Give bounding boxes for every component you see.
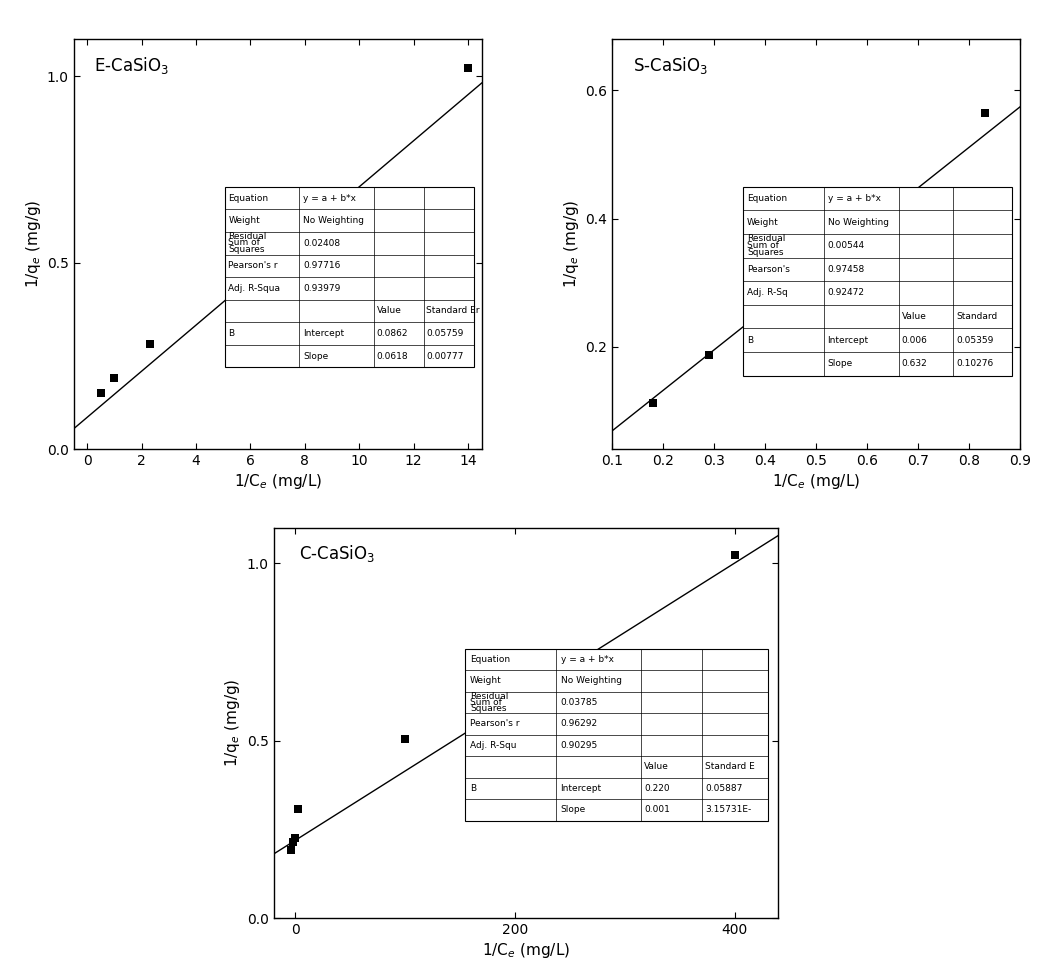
- X-axis label: 1/C$_e$ (mg/L): 1/C$_e$ (mg/L): [772, 473, 861, 491]
- Bar: [465, 649, 768, 821]
- Text: Pearson's r: Pearson's r: [470, 719, 520, 729]
- Text: Sum of: Sum of: [228, 238, 260, 247]
- Point: [397, 731, 413, 746]
- Text: Adj. R-Squa: Adj. R-Squa: [228, 284, 281, 293]
- Text: 0.96292: 0.96292: [561, 719, 598, 729]
- Text: B: B: [228, 329, 235, 338]
- Text: C-CaSiO$_3$: C-CaSiO$_3$: [299, 543, 376, 564]
- Point: [93, 385, 109, 401]
- Y-axis label: 1/q$_e$ (mg/g): 1/q$_e$ (mg/g): [223, 679, 243, 767]
- Text: Value: Value: [377, 307, 402, 316]
- Text: 0.10276: 0.10276: [956, 360, 993, 368]
- Text: Equation: Equation: [228, 193, 268, 202]
- Text: Standard E: Standard E: [705, 762, 754, 772]
- Text: 0.006: 0.006: [902, 336, 928, 345]
- X-axis label: 1/C$_e$ (mg/L): 1/C$_e$ (mg/L): [482, 942, 570, 960]
- Text: Weight: Weight: [747, 218, 778, 227]
- Point: [324, 254, 341, 270]
- Text: 0.05887: 0.05887: [705, 784, 743, 793]
- Bar: [225, 187, 473, 367]
- Text: 0.05759: 0.05759: [426, 329, 464, 338]
- Text: y = a + b*x: y = a + b*x: [561, 655, 613, 664]
- Text: Weight: Weight: [470, 676, 502, 686]
- Text: Squares: Squares: [470, 703, 506, 713]
- Text: Pearson's: Pearson's: [747, 265, 790, 274]
- Text: Residual: Residual: [470, 692, 508, 701]
- Text: Slope: Slope: [561, 805, 586, 815]
- Point: [287, 830, 304, 846]
- Point: [701, 347, 717, 362]
- Text: 0.03785: 0.03785: [561, 698, 598, 707]
- Text: Squares: Squares: [747, 248, 784, 257]
- Text: Slope: Slope: [303, 352, 328, 361]
- Text: 0.02408: 0.02408: [303, 238, 340, 248]
- Point: [106, 370, 123, 386]
- Text: Residual: Residual: [228, 232, 267, 241]
- Text: Intercept: Intercept: [561, 784, 602, 793]
- Text: y = a + b*x: y = a + b*x: [303, 193, 356, 202]
- Text: 0.97458: 0.97458: [828, 265, 865, 274]
- Text: Adj. R-Squ: Adj. R-Squ: [470, 741, 517, 750]
- Text: 0.220: 0.220: [644, 784, 670, 793]
- Text: No Weighting: No Weighting: [561, 676, 622, 686]
- Y-axis label: 1/q$_e$ (mg/g): 1/q$_e$ (mg/g): [23, 200, 43, 288]
- Text: y = a + b*x: y = a + b*x: [828, 194, 881, 203]
- Text: S-CaSiO$_3$: S-CaSiO$_3$: [632, 56, 708, 76]
- Text: 0.97716: 0.97716: [303, 261, 341, 271]
- Text: Equation: Equation: [747, 194, 787, 203]
- Text: 0.92472: 0.92472: [828, 288, 865, 297]
- Text: Sum of: Sum of: [747, 241, 778, 250]
- Text: 3.15731E-: 3.15731E-: [705, 805, 751, 815]
- Text: Value: Value: [902, 312, 927, 321]
- Text: 0.90295: 0.90295: [561, 741, 598, 750]
- Text: Equation: Equation: [470, 655, 510, 664]
- Point: [289, 801, 306, 817]
- Point: [976, 105, 993, 120]
- Text: B: B: [747, 336, 753, 345]
- Point: [828, 274, 845, 289]
- Text: Sum of: Sum of: [470, 698, 502, 706]
- Text: Intercept: Intercept: [828, 336, 869, 345]
- Text: Pearson's r: Pearson's r: [228, 261, 278, 271]
- Text: Standard Er: Standard Er: [426, 307, 480, 316]
- Text: B: B: [470, 784, 477, 793]
- Text: No Weighting: No Weighting: [303, 216, 364, 225]
- Text: Slope: Slope: [828, 360, 853, 368]
- Bar: [743, 187, 1012, 375]
- Text: Residual: Residual: [747, 234, 786, 243]
- Point: [726, 547, 743, 563]
- Text: Weight: Weight: [228, 216, 260, 225]
- Point: [645, 396, 662, 411]
- Text: 0.0618: 0.0618: [377, 352, 408, 361]
- Text: 0.05359: 0.05359: [956, 336, 993, 345]
- Point: [460, 61, 477, 76]
- Text: Standard: Standard: [956, 312, 997, 321]
- Text: 0.00544: 0.00544: [828, 241, 865, 250]
- X-axis label: 1/C$_e$ (mg/L): 1/C$_e$ (mg/L): [234, 473, 322, 491]
- Point: [141, 336, 158, 352]
- Point: [283, 842, 300, 858]
- Text: Value: Value: [644, 762, 669, 772]
- Y-axis label: 1/q$_e$ (mg/g): 1/q$_e$ (mg/g): [563, 200, 582, 288]
- Text: 0.93979: 0.93979: [303, 284, 341, 293]
- Text: Squares: Squares: [228, 245, 265, 254]
- Text: 0.001: 0.001: [644, 805, 670, 815]
- Text: 0.0862: 0.0862: [377, 329, 408, 338]
- Text: 0.632: 0.632: [902, 360, 928, 368]
- Point: [285, 834, 302, 850]
- Text: Intercept: Intercept: [303, 329, 344, 338]
- Text: 0.00777: 0.00777: [426, 352, 464, 361]
- Text: Adj. R-Sq: Adj. R-Sq: [747, 288, 788, 297]
- Text: No Weighting: No Weighting: [828, 218, 889, 227]
- Text: E-CaSiO$_3$: E-CaSiO$_3$: [94, 56, 169, 76]
